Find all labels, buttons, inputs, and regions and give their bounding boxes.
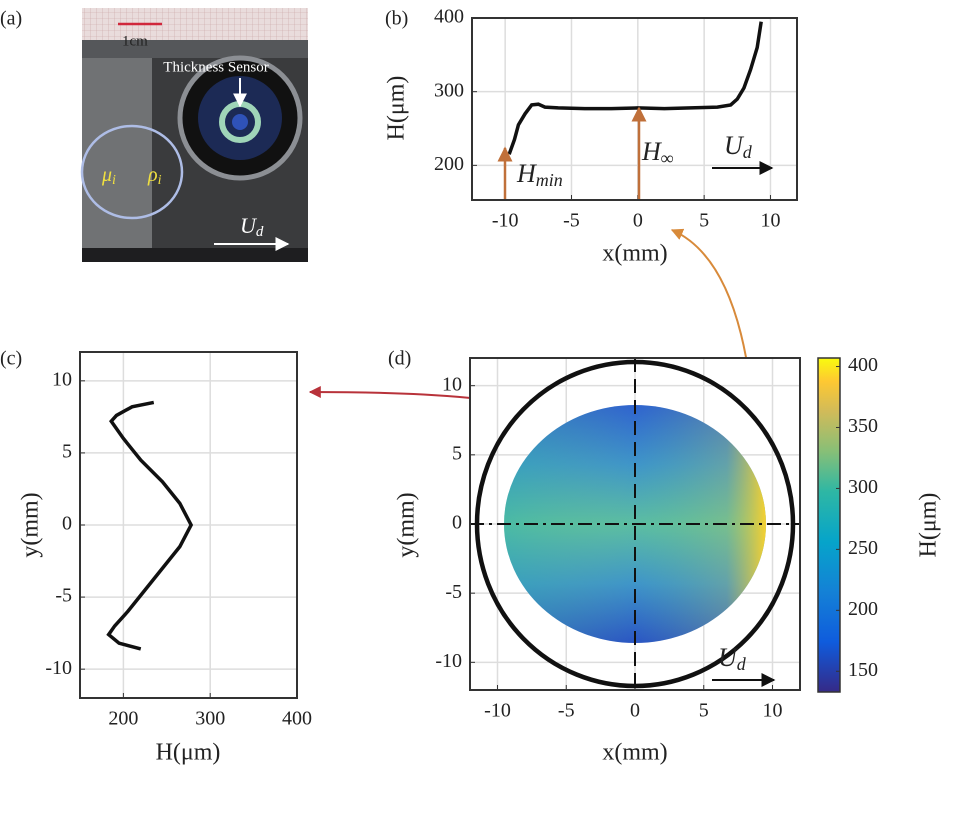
colorbar [817,357,841,693]
colorbar-label: H(μm) [916,493,942,558]
subscript: i [158,173,162,188]
colorbar-tick-label: 250 [848,537,878,559]
x-tick-label: 0 [630,700,640,722]
y-axis-label: y(mm) [394,492,420,557]
y-tick-label: 0 [62,513,72,535]
colorbar-tick-label: 350 [848,415,878,437]
symbol: H [516,159,537,188]
x-tick-label: 0 [633,210,643,232]
density-label: ρi [147,164,162,189]
colorbar-tick-label: 150 [848,659,878,681]
y-tick-label: 400 [434,6,464,28]
subscript: i [112,173,116,188]
annotation: Ud [718,643,747,674]
data-line [507,21,763,155]
y-tick-label: 5 [62,441,72,463]
x-axis-label: x(mm) [602,740,667,766]
colorbar-tick-label: 200 [848,598,878,620]
viscosity-label: μi [101,164,116,189]
symbol: ρ [147,164,158,186]
y-tick-label: 200 [434,153,464,175]
subscript: d [737,654,747,674]
x-tick-label: 300 [195,708,225,730]
subscript: d [256,224,264,240]
symbol: H [641,137,662,166]
x-tick-label: 10 [760,210,780,232]
symbol: U [240,213,258,238]
panel-label: (c) [0,348,22,370]
plot-frame [471,17,798,201]
y-tick-label: 300 [434,79,464,101]
y-tick-label: -10 [45,657,72,679]
panel-label: (d) [388,348,411,370]
x-tick-label: -5 [563,210,580,232]
x-tick-label: -5 [558,700,575,722]
colorbar-tick-label: 400 [848,354,878,376]
scale-label: 1cm [122,33,148,49]
velocity-label: Ud [240,213,264,240]
symbol: U [724,131,745,160]
symbol: U [718,643,739,672]
y-axis-label: H(μm) [384,76,410,141]
x-axis-label: x(mm) [602,241,667,267]
y-tick-label: 10 [52,368,72,390]
annotation: Ud [724,131,753,162]
plot-frame [79,351,298,699]
x-axis-label: H(μm) [156,740,221,766]
annotation: H∞ [641,137,674,168]
y-tick-label: -5 [55,585,72,607]
x-tick-label: 5 [699,700,709,722]
y-tick-label: -5 [445,581,462,603]
symbol: μ [101,164,112,186]
sensor-label: Thickness Sensor [163,59,268,75]
x-tick-label: -10 [484,700,511,722]
panel-label: (b) [385,8,408,30]
y-tick-label: 0 [452,512,462,534]
subscript: d [743,142,753,162]
subscript: min [536,170,563,190]
x-tick-label: 400 [282,708,312,730]
y-axis-label: y(mm) [18,492,44,557]
plot-frame [469,357,801,691]
x-tick-label: 200 [108,708,138,730]
y-tick-label: 10 [442,373,462,395]
panel-label: (a) [0,8,22,30]
colorbar-tick-label: 300 [848,476,878,498]
x-tick-label: 5 [699,210,709,232]
data-line [106,400,194,651]
photo [80,8,308,262]
subscript: ∞ [661,148,674,168]
y-tick-label: -10 [435,650,462,672]
y-tick-label: 5 [452,442,462,464]
annotation: Hmin [516,159,563,190]
x-tick-label: 10 [763,700,783,722]
x-tick-label: -10 [492,210,519,232]
